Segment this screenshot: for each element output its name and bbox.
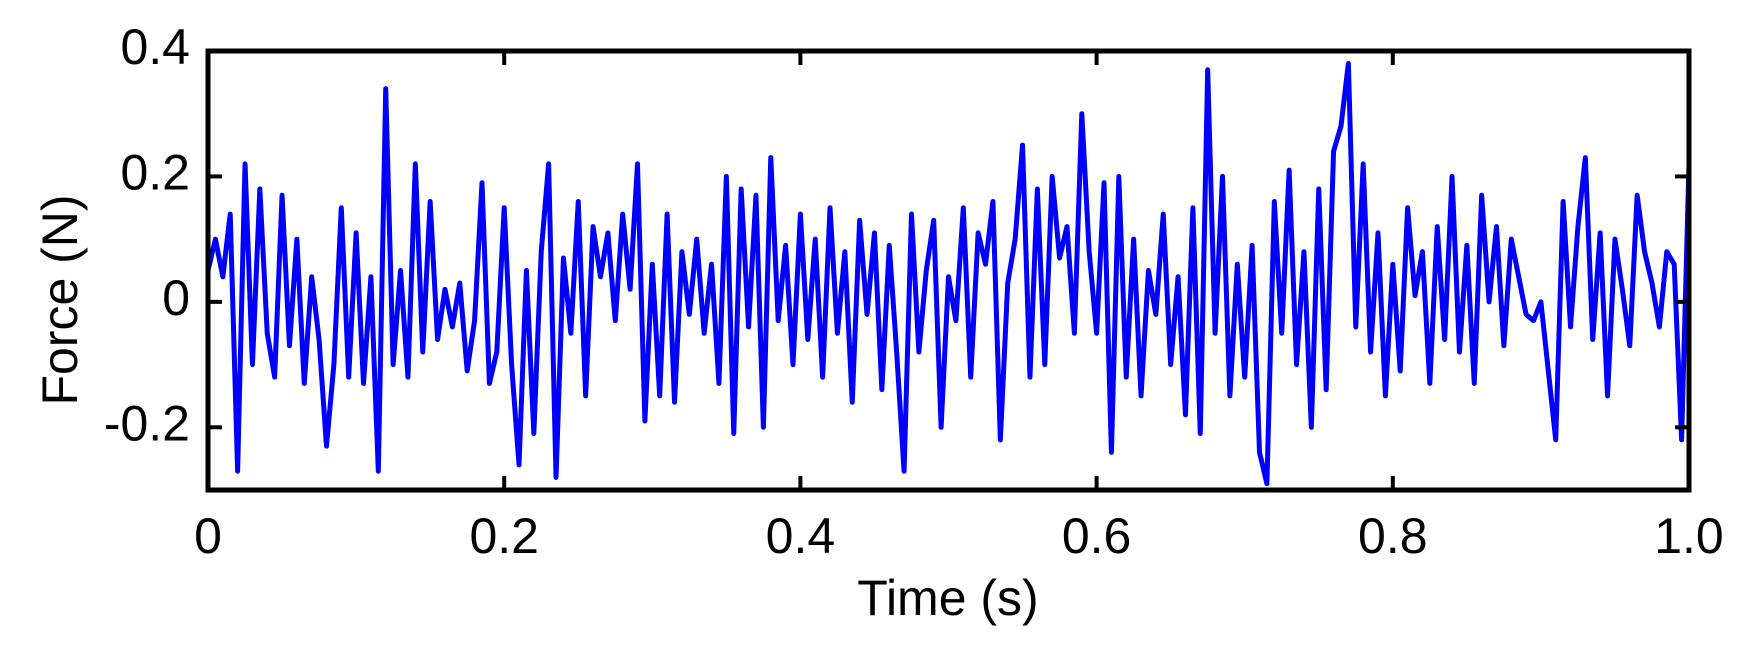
x-tick-label: 0.4 bbox=[766, 508, 836, 564]
y-tick-label: -0.2 bbox=[104, 395, 190, 451]
x-tick-label: 0.2 bbox=[469, 508, 539, 564]
y-axis-label: Force (N) bbox=[32, 194, 88, 405]
x-tick-label: 0.6 bbox=[1062, 508, 1132, 564]
data-line bbox=[205, 61, 1692, 487]
x-tick-label: 1.0 bbox=[1654, 508, 1724, 564]
y-tick-label: 0 bbox=[162, 270, 190, 326]
x-tick-label: 0.8 bbox=[1358, 508, 1428, 564]
plot-frame bbox=[205, 48, 1692, 493]
x-axis-label: Time (s) bbox=[857, 570, 1038, 626]
y-tick-label: 0.2 bbox=[120, 145, 190, 201]
y-tick-label: 0.4 bbox=[120, 19, 190, 75]
x-tick-label: 0 bbox=[194, 508, 222, 564]
